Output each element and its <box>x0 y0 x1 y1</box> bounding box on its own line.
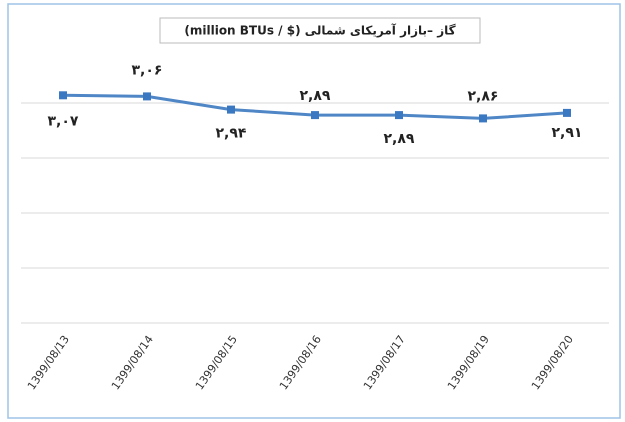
title-box <box>159 17 481 44</box>
data-label: ۲,۸۹ <box>300 88 331 104</box>
line-marker <box>143 92 151 101</box>
line-marker <box>311 111 319 120</box>
line-marker <box>227 105 235 114</box>
line-marker <box>395 111 403 120</box>
data-label: ۲,۸۹ <box>384 131 415 147</box>
data-label: ۳,۰۶ <box>132 62 163 78</box>
chart-title: گاز –بازار آمریکای شمالی ($ / million BT… <box>184 23 455 38</box>
data-label: ۳,۰۷ <box>48 113 79 129</box>
line-marker <box>563 108 571 117</box>
line-marker <box>479 114 487 123</box>
data-label: ۲,۸۶ <box>468 88 499 104</box>
data-label: ۲,۹۱ <box>552 125 583 141</box>
line-marker <box>59 91 67 100</box>
data-label: ۲,۹۴ <box>216 126 247 142</box>
chart-frame <box>7 3 621 419</box>
